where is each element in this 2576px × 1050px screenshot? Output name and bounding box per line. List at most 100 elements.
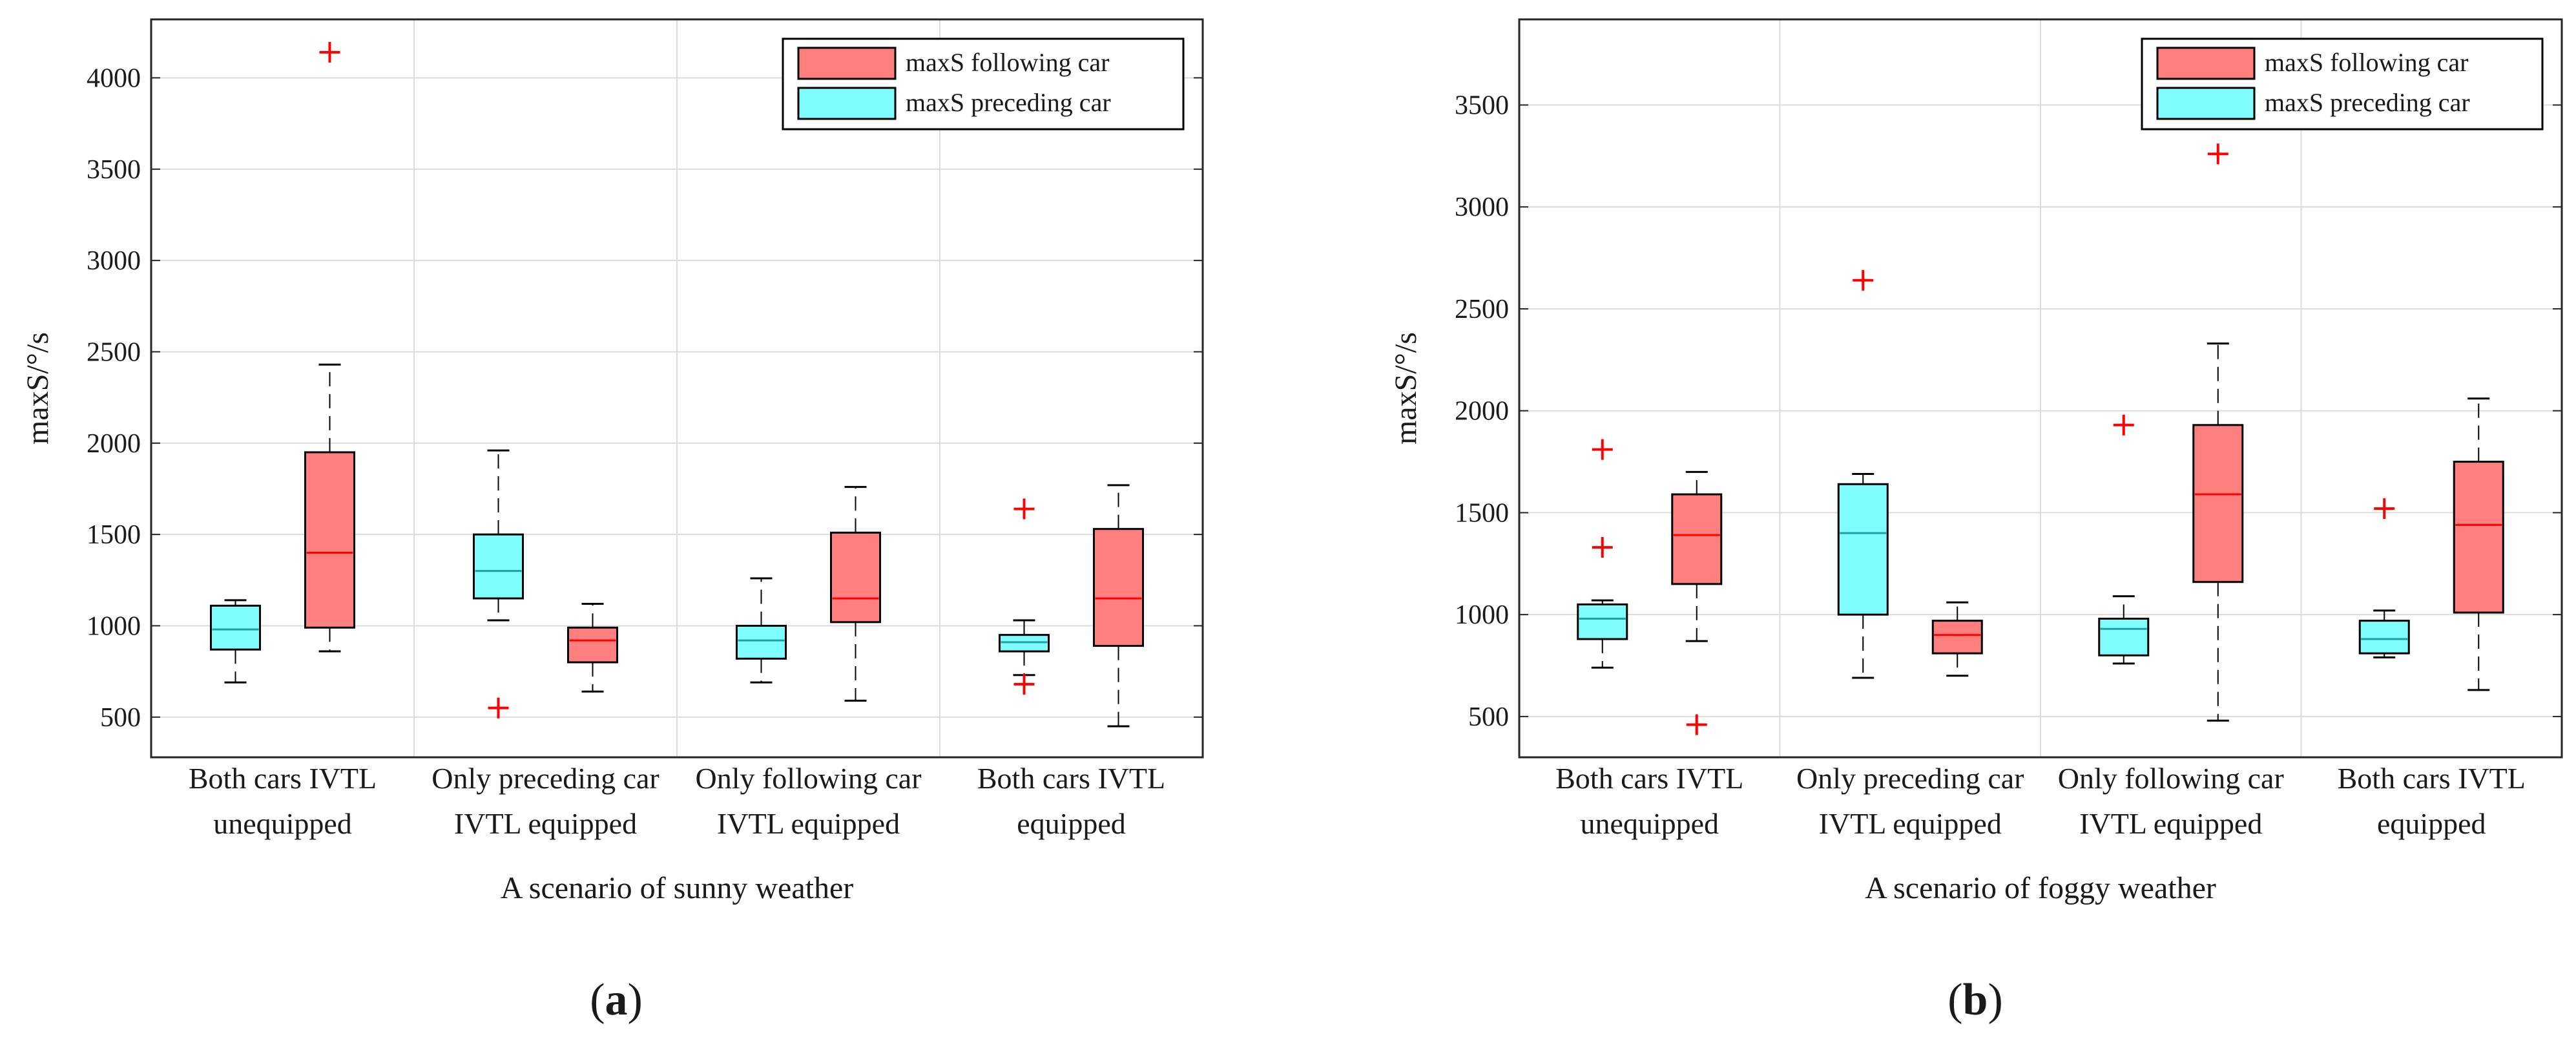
- legend-label-following: maxS following car: [2265, 48, 2469, 77]
- box-iqr: [2192, 424, 2244, 583]
- outlier-marker: [1013, 498, 1035, 520]
- box-following-2: [830, 486, 881, 702]
- chart-panel-b: 500 1000 1500 2000 2500 3000 3500 maxS/°/s Both …: [1389, 18, 2563, 1025]
- axes-frame: [1518, 18, 2563, 759]
- x-category-label: Both cars IVTL: [189, 762, 377, 795]
- x-category-label: Only following car: [2058, 762, 2284, 795]
- box-preceding-1: [1837, 269, 1889, 679]
- x-category-label: Both cars IVTL: [1555, 762, 1743, 795]
- box-iqr: [1931, 620, 1983, 655]
- box-following-1: [567, 603, 618, 693]
- outlier-marker: [1853, 269, 1874, 291]
- panel-label: (b): [1948, 975, 2003, 1025]
- outlier-marker: [1592, 439, 1613, 460]
- y-tick-label: 2500: [1455, 295, 1509, 324]
- box-following-2: [2192, 143, 2244, 722]
- x-category-label: IVTL equipped: [454, 807, 637, 840]
- outlier-marker: [2207, 143, 2228, 165]
- panel-label-open: (: [590, 975, 605, 1025]
- box-preceding-1: [473, 449, 524, 719]
- y-tick-label: 3500: [1455, 90, 1509, 120]
- legend-swatch-following: [797, 47, 897, 80]
- y-tick-label: 1000: [87, 611, 141, 641]
- panel-label-close: ): [1988, 975, 2002, 1025]
- x-category-label: IVTL equipped: [1819, 807, 2002, 840]
- y-tick-label: 4000: [87, 63, 141, 93]
- y-tick-label: 500: [1468, 702, 1509, 732]
- outlier-marker: [1592, 537, 1613, 558]
- y-tick-label: 1500: [87, 520, 141, 550]
- x-axis-label: A scenario of foggy weather: [1865, 871, 2216, 905]
- legend-label-following: maxS following car: [906, 48, 1110, 77]
- box-iqr: [210, 604, 261, 651]
- y-axis-label: maxS/°/s: [1389, 332, 1423, 445]
- box-iqr: [1671, 493, 1723, 585]
- panel-label: (a): [590, 975, 643, 1025]
- x-category-label: IVTL equipped: [2079, 807, 2262, 840]
- outlier-marker: [2113, 414, 2134, 436]
- x-category-label: Only following car: [695, 762, 921, 795]
- panel-label-open: (: [1948, 975, 1962, 1025]
- y-axis-label: maxS/°/s: [21, 332, 55, 445]
- box-preceding-3: [2358, 498, 2410, 658]
- chart-panel-a: 500 1000 1500 2000 2500 3000 3500 4000 maxS/°/s B…: [21, 18, 1204, 1025]
- panel-label-letter: b: [1963, 975, 1988, 1025]
- y-tick-label: 1000: [1455, 600, 1509, 630]
- box-iqr: [473, 533, 524, 600]
- box-iqr: [1577, 603, 1628, 640]
- x-category-label: Only preceding car: [1796, 762, 2024, 795]
- box-following-0: [304, 41, 355, 653]
- y-tick-label: 2000: [1455, 397, 1509, 426]
- box-preceding-2: [736, 577, 787, 684]
- box-following-3: [2453, 397, 2504, 691]
- box-iqr: [2098, 617, 2150, 656]
- box-preceding-0: [1577, 439, 1628, 669]
- axes-frame: [150, 18, 1204, 759]
- panel-label-close: ): [628, 975, 643, 1025]
- box-preceding-2: [2098, 414, 2150, 665]
- x-category-label: equipped: [1017, 807, 1126, 840]
- x-category-label: Both cars IVTL: [2338, 762, 2526, 795]
- outlier-marker: [319, 41, 340, 63]
- legend-swatch-preceding: [2156, 87, 2256, 120]
- y-tick-label: 2000: [87, 429, 141, 459]
- x-category-label: equipped: [2377, 807, 2486, 840]
- box-following-3: [1093, 484, 1144, 728]
- y-tick-label: 3000: [1455, 193, 1509, 222]
- y-tick-label: 3500: [87, 155, 141, 185]
- outlier-marker: [1013, 673, 1035, 695]
- x-category-label: unequipped: [213, 807, 352, 840]
- outlier-marker: [1686, 714, 1707, 735]
- legend-swatch-following: [2156, 47, 2256, 80]
- box-preceding-3: [999, 498, 1050, 695]
- box-following-1: [1931, 601, 1983, 677]
- box-iqr: [830, 531, 881, 624]
- x-category-label: Both cars IVTL: [977, 762, 1165, 795]
- box-following-0: [1671, 470, 1723, 735]
- legend: maxS following car maxS preceding car: [2141, 37, 2544, 131]
- box-iqr: [1093, 528, 1144, 647]
- outlier-marker: [488, 697, 509, 719]
- box-iqr: [567, 626, 618, 664]
- y-tick-label: 1500: [1455, 498, 1509, 528]
- box-iqr: [736, 624, 787, 660]
- box-iqr: [2453, 461, 2504, 614]
- y-tick-label: 2500: [87, 337, 141, 367]
- box-iqr: [304, 451, 355, 629]
- x-category-label: IVTL equipped: [717, 807, 900, 840]
- legend-label-preceding: maxS preceding car: [2265, 88, 2470, 117]
- outlier-marker: [2374, 498, 2395, 520]
- legend-swatch-preceding: [797, 87, 897, 120]
- y-tick-label: 3000: [87, 246, 141, 276]
- x-category-label: Only preceding car: [431, 762, 660, 795]
- legend: maxS following car maxS preceding car: [782, 37, 1185, 131]
- box-preceding-0: [210, 599, 261, 684]
- x-axis-label: A scenario of sunny weather: [501, 871, 854, 905]
- box-iqr: [2358, 620, 2410, 655]
- y-tick-label: 500: [100, 703, 141, 733]
- x-category-label: unequipped: [1580, 807, 1719, 840]
- panel-label-letter: a: [605, 975, 628, 1025]
- legend-label-preceding: maxS preceding car: [906, 88, 1111, 117]
